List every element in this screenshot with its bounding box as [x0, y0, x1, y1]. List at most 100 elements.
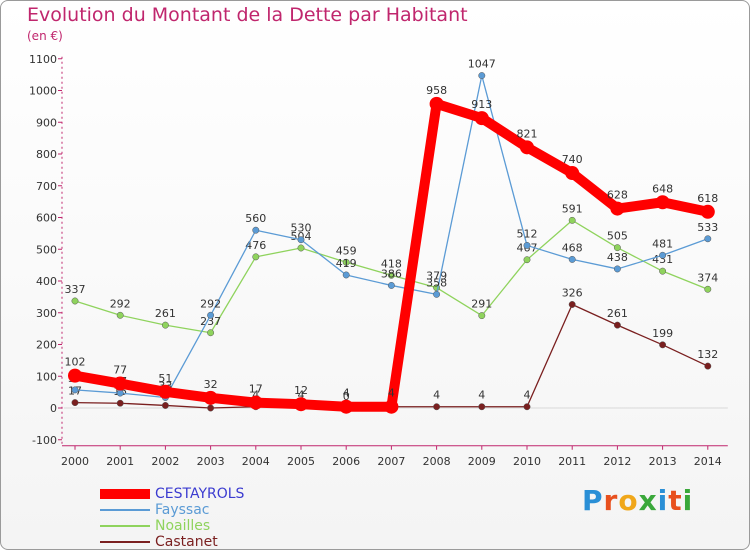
- data-point: [613, 244, 621, 252]
- data-point: [207, 404, 215, 412]
- y-tick-label: 900: [36, 116, 57, 129]
- data-label: 418: [381, 257, 402, 270]
- data-label: 4: [252, 389, 259, 402]
- x-tick-label: 2000: [61, 455, 89, 468]
- data-point: [659, 341, 667, 349]
- data-point: [655, 195, 670, 210]
- data-label: 12: [294, 384, 308, 397]
- data-label: 132: [697, 348, 718, 361]
- y-tick-label: -100: [32, 434, 57, 447]
- legend-label: Castanet: [155, 534, 218, 550]
- data-label: 261: [155, 307, 176, 320]
- x-tick-label: 2014: [694, 455, 722, 468]
- data-label: 459: [336, 244, 357, 257]
- data-point: [568, 301, 576, 308]
- x-tick-label: 2002: [151, 455, 179, 468]
- logo-letter: r: [603, 484, 619, 517]
- y-tick-label: 1000: [29, 85, 57, 98]
- data-point: [659, 251, 667, 259]
- legend-swatch: [100, 489, 150, 499]
- x-tick-label: 2004: [242, 455, 270, 468]
- x-tick-label: 2005: [287, 455, 315, 468]
- data-point: [523, 241, 531, 249]
- data-point: [613, 321, 621, 329]
- data-point: [568, 216, 576, 224]
- data-point: [523, 256, 531, 264]
- data-point: [116, 399, 124, 407]
- data-point: [158, 384, 173, 399]
- data-label: 1047: [468, 58, 496, 71]
- logo-letter: o: [618, 484, 639, 517]
- data-point: [71, 399, 79, 407]
- data-point: [387, 271, 395, 279]
- data-point: [474, 111, 489, 126]
- data-point: [520, 140, 534, 155]
- data-point: [68, 368, 82, 383]
- y-tick-label: 100: [36, 370, 57, 383]
- logo-letter: i: [682, 484, 694, 517]
- data-label: 740: [562, 153, 583, 166]
- data-point: [207, 329, 215, 337]
- data-point: [252, 226, 260, 234]
- y-tick-label: 0: [50, 402, 57, 415]
- x-tick-label: 2007: [377, 455, 405, 468]
- data-label: 326: [562, 286, 583, 299]
- data-point: [478, 72, 486, 80]
- data-label: 32: [204, 378, 218, 391]
- logo-letter: t: [668, 484, 683, 517]
- proxiti-logo: Proxiti: [582, 484, 693, 517]
- x-tick-label: 2011: [558, 455, 586, 468]
- data-label: 648: [652, 182, 673, 195]
- data-label: 821: [517, 127, 538, 140]
- data-label: 591: [562, 202, 583, 215]
- data-point: [568, 255, 576, 263]
- data-label: 4: [343, 387, 350, 400]
- data-point: [704, 285, 712, 293]
- legend-swatch: [100, 509, 150, 511]
- data-point: [161, 321, 169, 329]
- data-label: 292: [200, 297, 221, 310]
- x-tick-label: 2003: [197, 455, 225, 468]
- data-point: [565, 166, 580, 181]
- data-label: 4: [388, 387, 395, 400]
- data-point: [294, 397, 308, 412]
- data-label: 379: [426, 270, 447, 283]
- y-tick-label: 500: [36, 243, 57, 256]
- data-point: [342, 271, 350, 279]
- data-label: 358: [426, 276, 447, 289]
- x-tick-label: 2001: [106, 455, 134, 468]
- data-point: [478, 403, 486, 411]
- data-label: 530: [291, 222, 312, 235]
- data-point: [433, 403, 441, 411]
- data-point: [339, 399, 354, 414]
- logo-letter: i: [657, 484, 669, 517]
- data-point: [71, 297, 79, 305]
- chart-title: Evolution du Montant de la Dette par Hab…: [27, 4, 468, 26]
- legend-label: CESTAYROLS: [155, 486, 245, 502]
- data-label: 958: [426, 84, 447, 97]
- data-label: 560: [245, 212, 266, 225]
- data-label: 199: [652, 327, 673, 340]
- logo-letter: P: [582, 484, 604, 517]
- data-point: [116, 389, 124, 397]
- y-tick-label: 800: [36, 148, 57, 161]
- data-point: [429, 96, 444, 111]
- data-point: [700, 204, 715, 219]
- data-point: [297, 244, 305, 252]
- data-label: 0: [343, 390, 350, 403]
- data-label: 17: [249, 383, 263, 396]
- x-tick-label: 2006: [332, 455, 360, 468]
- data-label: 913: [471, 98, 492, 111]
- y-tick-label: 400: [36, 275, 57, 288]
- data-point: [613, 265, 621, 273]
- data-point: [610, 201, 625, 216]
- data-point: [704, 362, 712, 370]
- data-label: 505: [607, 230, 628, 243]
- data-label: 419: [336, 257, 357, 270]
- data-label: 291: [471, 298, 492, 311]
- data-point: [248, 395, 263, 410]
- y-tick-label: 1100: [29, 53, 57, 66]
- data-point: [203, 390, 218, 405]
- data-label: 468: [562, 241, 583, 254]
- x-tick-label: 2008: [423, 455, 451, 468]
